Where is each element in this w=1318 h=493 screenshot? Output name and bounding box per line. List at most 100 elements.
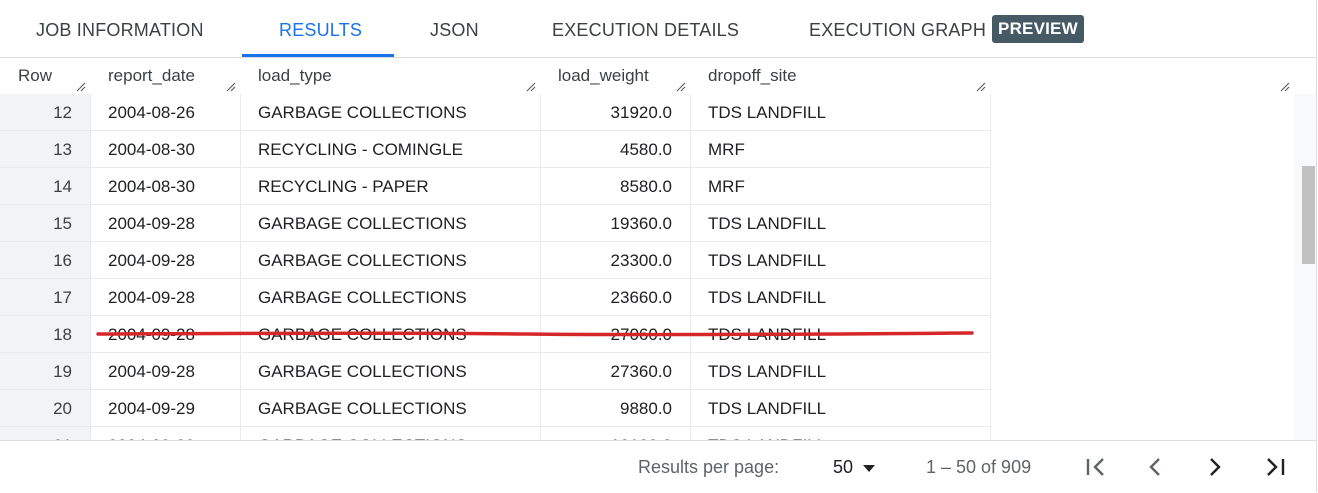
column-divider: [690, 94, 691, 440]
pagination-range: 1 – 50 of 909: [926, 457, 1032, 477]
column-header-load-type[interactable]: load_type: [240, 58, 540, 94]
report-date-cell: 2004-09-28: [108, 214, 195, 233]
dropoff-site-cell: MRF: [708, 140, 745, 159]
tab-results[interactable]: RESULTS: [279, 20, 363, 40]
results-per-page-select[interactable]: 50: [833, 441, 876, 493]
column-divider: [90, 94, 91, 440]
dropoff-site-cell: TDS LANDFILL: [708, 103, 827, 122]
dropoff-site-cell: TDS LANDFILL: [708, 214, 827, 233]
table-row[interactable]: 12 2004-08-26 GARBAGE COLLECTIONS 31920.0 TD…: [0, 94, 990, 131]
column-header-label: report_date: [108, 66, 195, 85]
row-divider: [0, 241, 990, 242]
row-divider: [0, 204, 990, 205]
row-number-cell: 20: [53, 399, 72, 418]
row-number-cell: 17: [53, 288, 72, 307]
column-header-dropoff-site[interactable]: dropoff_site: [690, 58, 990, 94]
column-header-empty: [990, 58, 1294, 94]
load-weight-cell: 23300.0: [610, 251, 672, 270]
load-weight-cell: 23660.0: [610, 288, 672, 307]
load-type-cell: RECYCLING - COMINGLE: [258, 140, 463, 159]
row-divider: [0, 352, 990, 353]
column-header-load-weight[interactable]: load_weight: [540, 58, 690, 94]
row-divider: [0, 130, 990, 131]
tab-execution-details[interactable]: EXECUTION DETAILS: [552, 20, 740, 40]
load-type-cell: GARBAGE COLLECTIONS: [258, 103, 467, 122]
caret-down-icon: [863, 465, 876, 473]
table-row[interactable]: 17 2004-09-28 GARBAGE COLLECTIONS 23660.0 TD…: [0, 279, 990, 316]
table-row[interactable]: 16 2004-09-28 GARBAGE COLLECTIONS 23300.0 TD…: [0, 242, 990, 279]
tab-bar: JOB INFORMATION RESULTS JSON EXECUTION D…: [0, 0, 1316, 58]
report-date-cell: 2004-08-26: [108, 103, 195, 122]
load-type-cell: GARBAGE COLLECTIONS: [258, 288, 467, 307]
load-weight-cell: 4580.0: [620, 140, 672, 159]
load-type-cell: GARBAGE COLLECTIONS: [258, 214, 467, 233]
pagination-bar: Results per page: 50 1 – 50 of 909: [0, 440, 1316, 492]
report-date-cell: 2004-08-30: [108, 140, 195, 159]
vertical-scrollbar[interactable]: [1294, 94, 1316, 440]
row-number-cell: 15: [53, 214, 72, 233]
report-date-cell: 2004-09-29: [108, 399, 195, 418]
load-weight-cell: 9880.0: [620, 399, 672, 418]
load-weight-cell: 19360.0: [610, 214, 672, 233]
column-resize-icon[interactable]: [226, 82, 236, 92]
column-header-label: load_type: [258, 66, 332, 85]
tab-json[interactable]: JSON: [430, 20, 479, 40]
row-number-cell: 12: [53, 103, 72, 122]
table-row[interactable]: 19 2004-09-28 GARBAGE COLLECTIONS 27360.0 TD…: [0, 353, 990, 390]
load-type-cell: GARBAGE COLLECTIONS: [258, 399, 467, 418]
dropoff-site-cell: TDS LANDFILL: [708, 427, 988, 440]
load-weight-cell: 10180.0: [540, 427, 672, 440]
column-header-label: Row: [18, 66, 53, 85]
results-per-page-label: Results per page:: [638, 457, 780, 477]
row-divider: [0, 315, 990, 316]
row-number-cell: 13: [53, 140, 72, 159]
table-row[interactable]: 20 2004-09-29 GARBAGE COLLECTIONS 9880.0 TDS…: [0, 390, 990, 427]
tab-job-information[interactable]: JOB INFORMATION: [36, 20, 204, 40]
next-page-icon[interactable]: [1201, 453, 1229, 481]
column-header-label: load_weight: [558, 66, 649, 85]
report-date-cell: 2004-09-28: [108, 362, 195, 381]
active-tab-indicator: [242, 54, 394, 57]
column-divider: [990, 94, 991, 440]
column-divider: [240, 94, 241, 440]
table-row[interactable]: 15 2004-09-28 GARBAGE COLLECTIONS 19360.0 TD…: [0, 205, 990, 242]
dropoff-site-cell: MRF: [708, 177, 745, 196]
report-date-cell: 2004-08-30: [108, 177, 195, 196]
row-number-cell: 19: [53, 362, 72, 381]
previous-page-icon[interactable]: [1141, 453, 1169, 481]
load-type-cell: RECYCLING - PAPER: [258, 177, 429, 196]
dropoff-site-cell: TDS LANDFILL: [708, 288, 827, 307]
row-number-column: [0, 94, 90, 440]
load-weight-cell: 27360.0: [610, 362, 672, 381]
results-per-page-value: 50: [833, 457, 854, 477]
column-resize-icon[interactable]: [76, 82, 86, 92]
row-divider: [0, 278, 990, 279]
column-resize-icon[interactable]: [976, 82, 986, 92]
scrollbar-thumb[interactable]: [1302, 166, 1315, 264]
load-type-cell: GARBAGE COLLECTIONS: [258, 427, 538, 440]
table-row[interactable]: 13 2004-08-30 RECYCLING - COMINGLE 4580.0 MR…: [0, 131, 990, 168]
column-header-row[interactable]: Row: [0, 58, 90, 94]
row-divider: [0, 426, 990, 427]
column-header-report-date[interactable]: report_date: [90, 58, 240, 94]
load-weight-cell: 8580.0: [620, 177, 672, 196]
row-divider: [0, 389, 990, 390]
first-page-icon[interactable]: [1082, 453, 1110, 481]
red-underline-annotation: [96, 331, 974, 337]
load-type-cell: GARBAGE COLLECTIONS: [258, 362, 467, 381]
column-resize-icon[interactable]: [1280, 82, 1290, 92]
last-page-icon[interactable]: [1261, 453, 1289, 481]
table-row[interactable]: 21 2004-09-29 GARBAGE COLLECTIONS10180.0 TD…: [0, 427, 990, 440]
report-date-cell: 2004-09-28: [108, 288, 195, 307]
preview-badge: PREVIEW: [992, 15, 1084, 44]
dropoff-site-cell: TDS LANDFILL: [708, 362, 827, 381]
tab-execution-graph[interactable]: EXECUTION GRAPH PREVIEW: [809, 0, 1084, 57]
load-weight-cell: 31920.0: [610, 103, 672, 122]
table-row[interactable]: 14 2004-08-30 RECYCLING - PAPER 8580.0 MRF: [0, 168, 990, 205]
column-resize-icon[interactable]: [676, 82, 686, 92]
load-type-cell: GARBAGE COLLECTIONS: [258, 251, 467, 270]
row-number-cell: 18: [53, 325, 72, 344]
column-resize-icon[interactable]: [526, 82, 536, 92]
column-header-label: dropoff_site: [708, 66, 797, 85]
